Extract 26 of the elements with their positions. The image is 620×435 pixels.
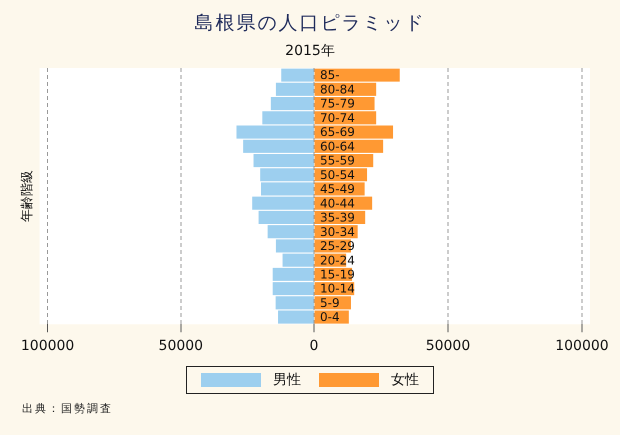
x-tick-label: 100000 bbox=[555, 338, 609, 354]
legend-label: 女性 bbox=[390, 371, 419, 389]
y-tick-label: 40-44 bbox=[320, 196, 355, 210]
x-tick-label: 0 bbox=[310, 338, 318, 354]
chart-title: 島根県の人口ピラミッド bbox=[194, 11, 426, 36]
y-tick-label: 5-9 bbox=[320, 296, 340, 310]
y-tick-label: 30-34 bbox=[320, 224, 355, 239]
y-tick-label: 60-64 bbox=[320, 139, 355, 154]
chart-subtitle: 2015年 bbox=[284, 42, 336, 60]
x-tick-label: 50000 bbox=[158, 338, 204, 354]
y-tick-label: 0-4 bbox=[320, 310, 340, 324]
y-tick-label: 50-54 bbox=[320, 168, 355, 182]
y-tick-label: 70-74 bbox=[320, 110, 355, 125]
y-tick-label: 10-14 bbox=[320, 282, 355, 296]
y-tick-label: 80-84 bbox=[320, 82, 355, 96]
source-note: 出典：国勢調査 bbox=[22, 401, 113, 416]
x-tick-label: 100000 bbox=[20, 338, 74, 354]
y-tick-label: 35-39 bbox=[320, 210, 355, 225]
y-tick-label: 65-69 bbox=[320, 125, 355, 140]
y-axis-title: 年齢階級 bbox=[20, 170, 36, 222]
y-tick-label: 55-59 bbox=[320, 154, 355, 168]
legend-label: 男性 bbox=[272, 371, 301, 389]
y-tick-label: 75-79 bbox=[320, 96, 355, 111]
x-tick-label: 50000 bbox=[426, 338, 470, 354]
y-tick-label: 45-49 bbox=[320, 182, 355, 196]
y-tick-label: 85- bbox=[320, 68, 340, 82]
